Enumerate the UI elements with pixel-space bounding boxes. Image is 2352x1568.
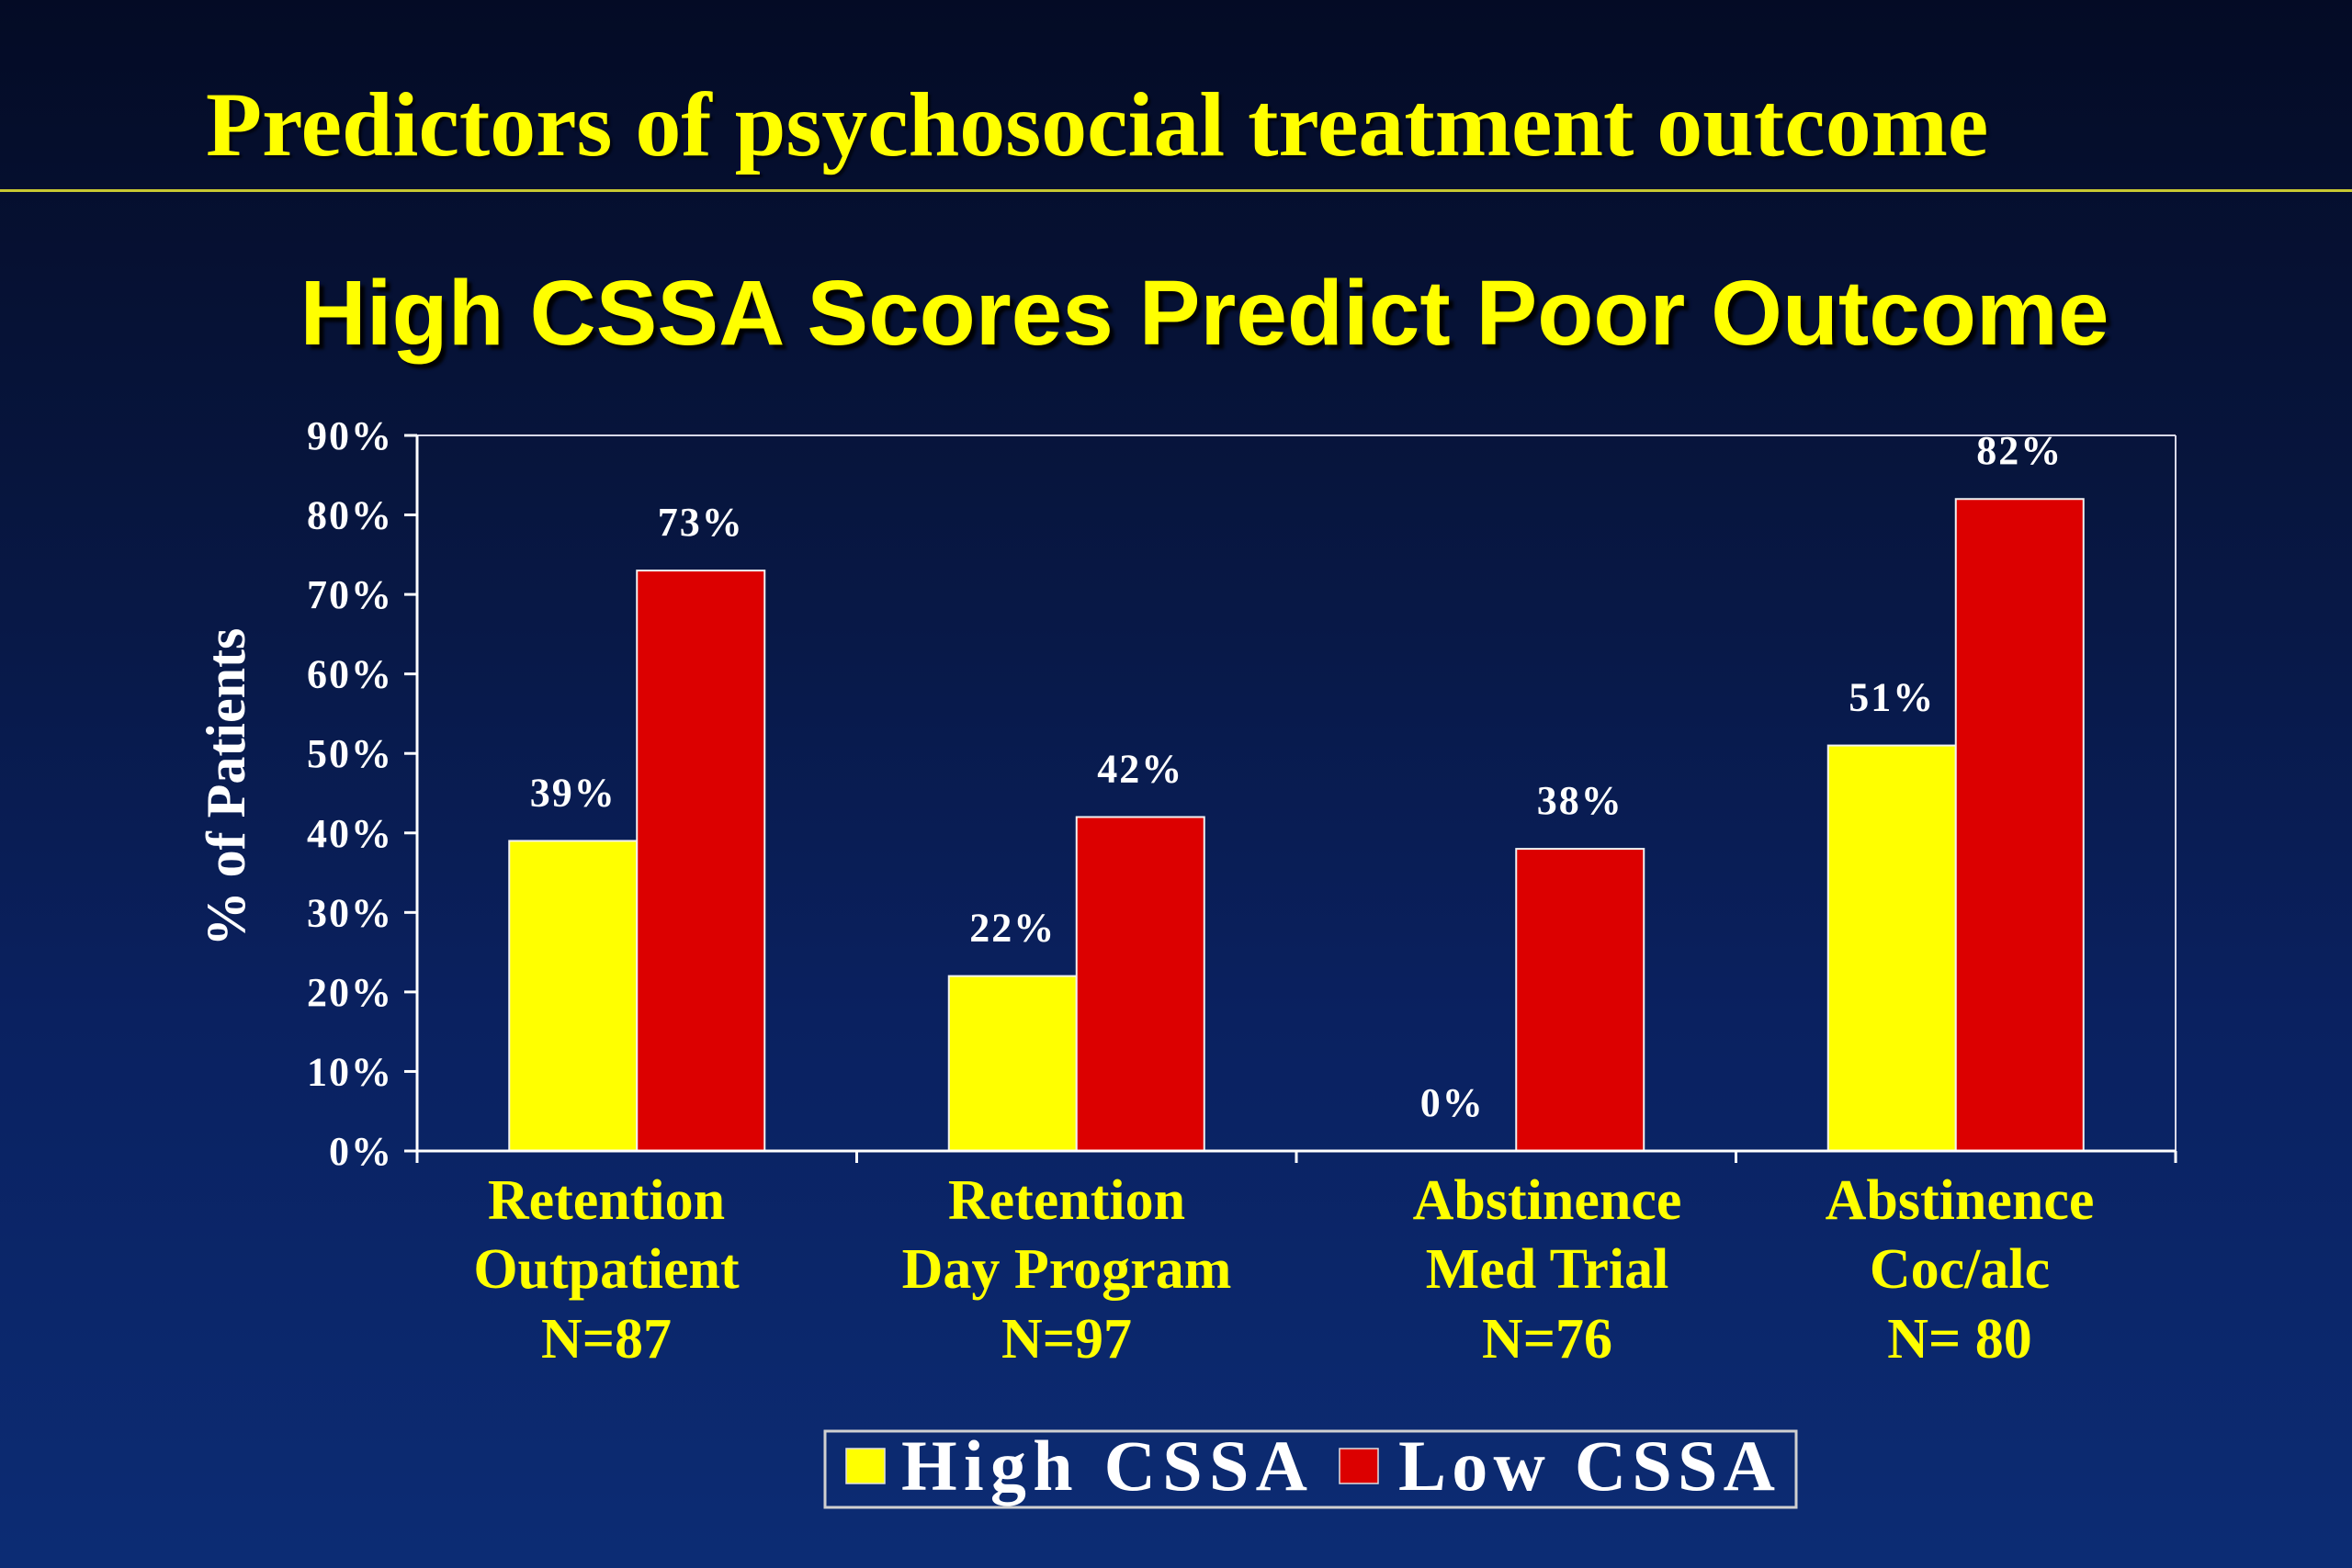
y-tick-label: 70% (307, 572, 393, 617)
data-labels: 39% 22% 0% 51% 73% 42% 38% 82% (530, 428, 2063, 1125)
low-cssa-data-label-3: 38% (1537, 778, 1623, 823)
category-label-line: Retention (948, 1169, 1185, 1232)
chart-title: High CSSA Scores Predict Poor Outcome (300, 262, 2109, 365)
high-cssa-bar-2 (947, 975, 1078, 1152)
category-label-line: Med Trial (1426, 1238, 1669, 1301)
low-cssa-bar-1 (636, 570, 766, 1152)
category-label-line: Retention (488, 1169, 725, 1232)
title-divider (0, 189, 2352, 192)
category-label-line: Day Program (902, 1238, 1232, 1301)
plot-frame (417, 434, 2177, 1151)
high-cssa-bar-1 (508, 840, 639, 1153)
low-cssa-bar-3 (1515, 848, 1645, 1152)
y-tick-label: 80% (307, 493, 393, 538)
category-label-line: Abstinence (1826, 1169, 2095, 1232)
high-cssa-data-label-1: 39% (530, 770, 616, 815)
category-label-line: Outpatient (473, 1238, 740, 1301)
y-axis: 0% 10% 20% 30% 40% 50% 60% 70% 80% 90% % of Patien… (196, 413, 419, 1174)
category-label-line: N= 80 (1887, 1308, 2032, 1371)
low-cssa-data-label-2: 42% (1097, 746, 1183, 791)
legend-box (823, 1429, 1798, 1509)
category-label-line: N=76 (1482, 1308, 1612, 1371)
bars (508, 498, 2085, 1153)
y-tick-label: 10% (307, 1049, 393, 1094)
high-cssa-data-label-4: 51% (1849, 675, 1935, 720)
y-tick-label: 90% (307, 413, 393, 458)
low-cssa-data-label-1: 73% (658, 500, 744, 545)
y-tick-label: 60% (307, 652, 393, 697)
y-tick-label: 30% (307, 890, 393, 935)
low-cssa-bar-2 (1075, 816, 1205, 1152)
legend-swatch-high-cssa (845, 1448, 886, 1484)
legend-label-high-cssa: High CSSA (901, 1426, 1307, 1506)
category-label-line: N=97 (1001, 1308, 1132, 1371)
legend-swatch-low-cssa (1339, 1448, 1379, 1484)
slide-title: Predictors of psychosocial treatment out… (206, 73, 1989, 175)
high-cssa-bar-4 (1826, 744, 1957, 1152)
legend-label-low-cssa: Low CSSA (1398, 1426, 1775, 1506)
low-cssa-data-label-4: 82% (1976, 428, 2063, 473)
y-tick-label: 0% (329, 1129, 393, 1174)
category-label-line: Abstinence (1413, 1169, 1682, 1232)
y-tick-label: 20% (307, 970, 393, 1015)
y-tick-label: 40% (307, 811, 393, 856)
category-label-line: N=87 (541, 1308, 672, 1371)
high-cssa-data-label-3: 0% (1420, 1080, 1485, 1125)
high-cssa-data-label-2: 22% (969, 906, 1056, 951)
y-tick-label: 50% (307, 731, 393, 776)
legend: High CSSA Low CSSA (823, 1426, 1798, 1509)
y-axis-title: % of Patients (196, 628, 256, 947)
low-cssa-bar-4 (1954, 498, 2085, 1152)
category-label-line: Coc/alc (1870, 1238, 2050, 1301)
